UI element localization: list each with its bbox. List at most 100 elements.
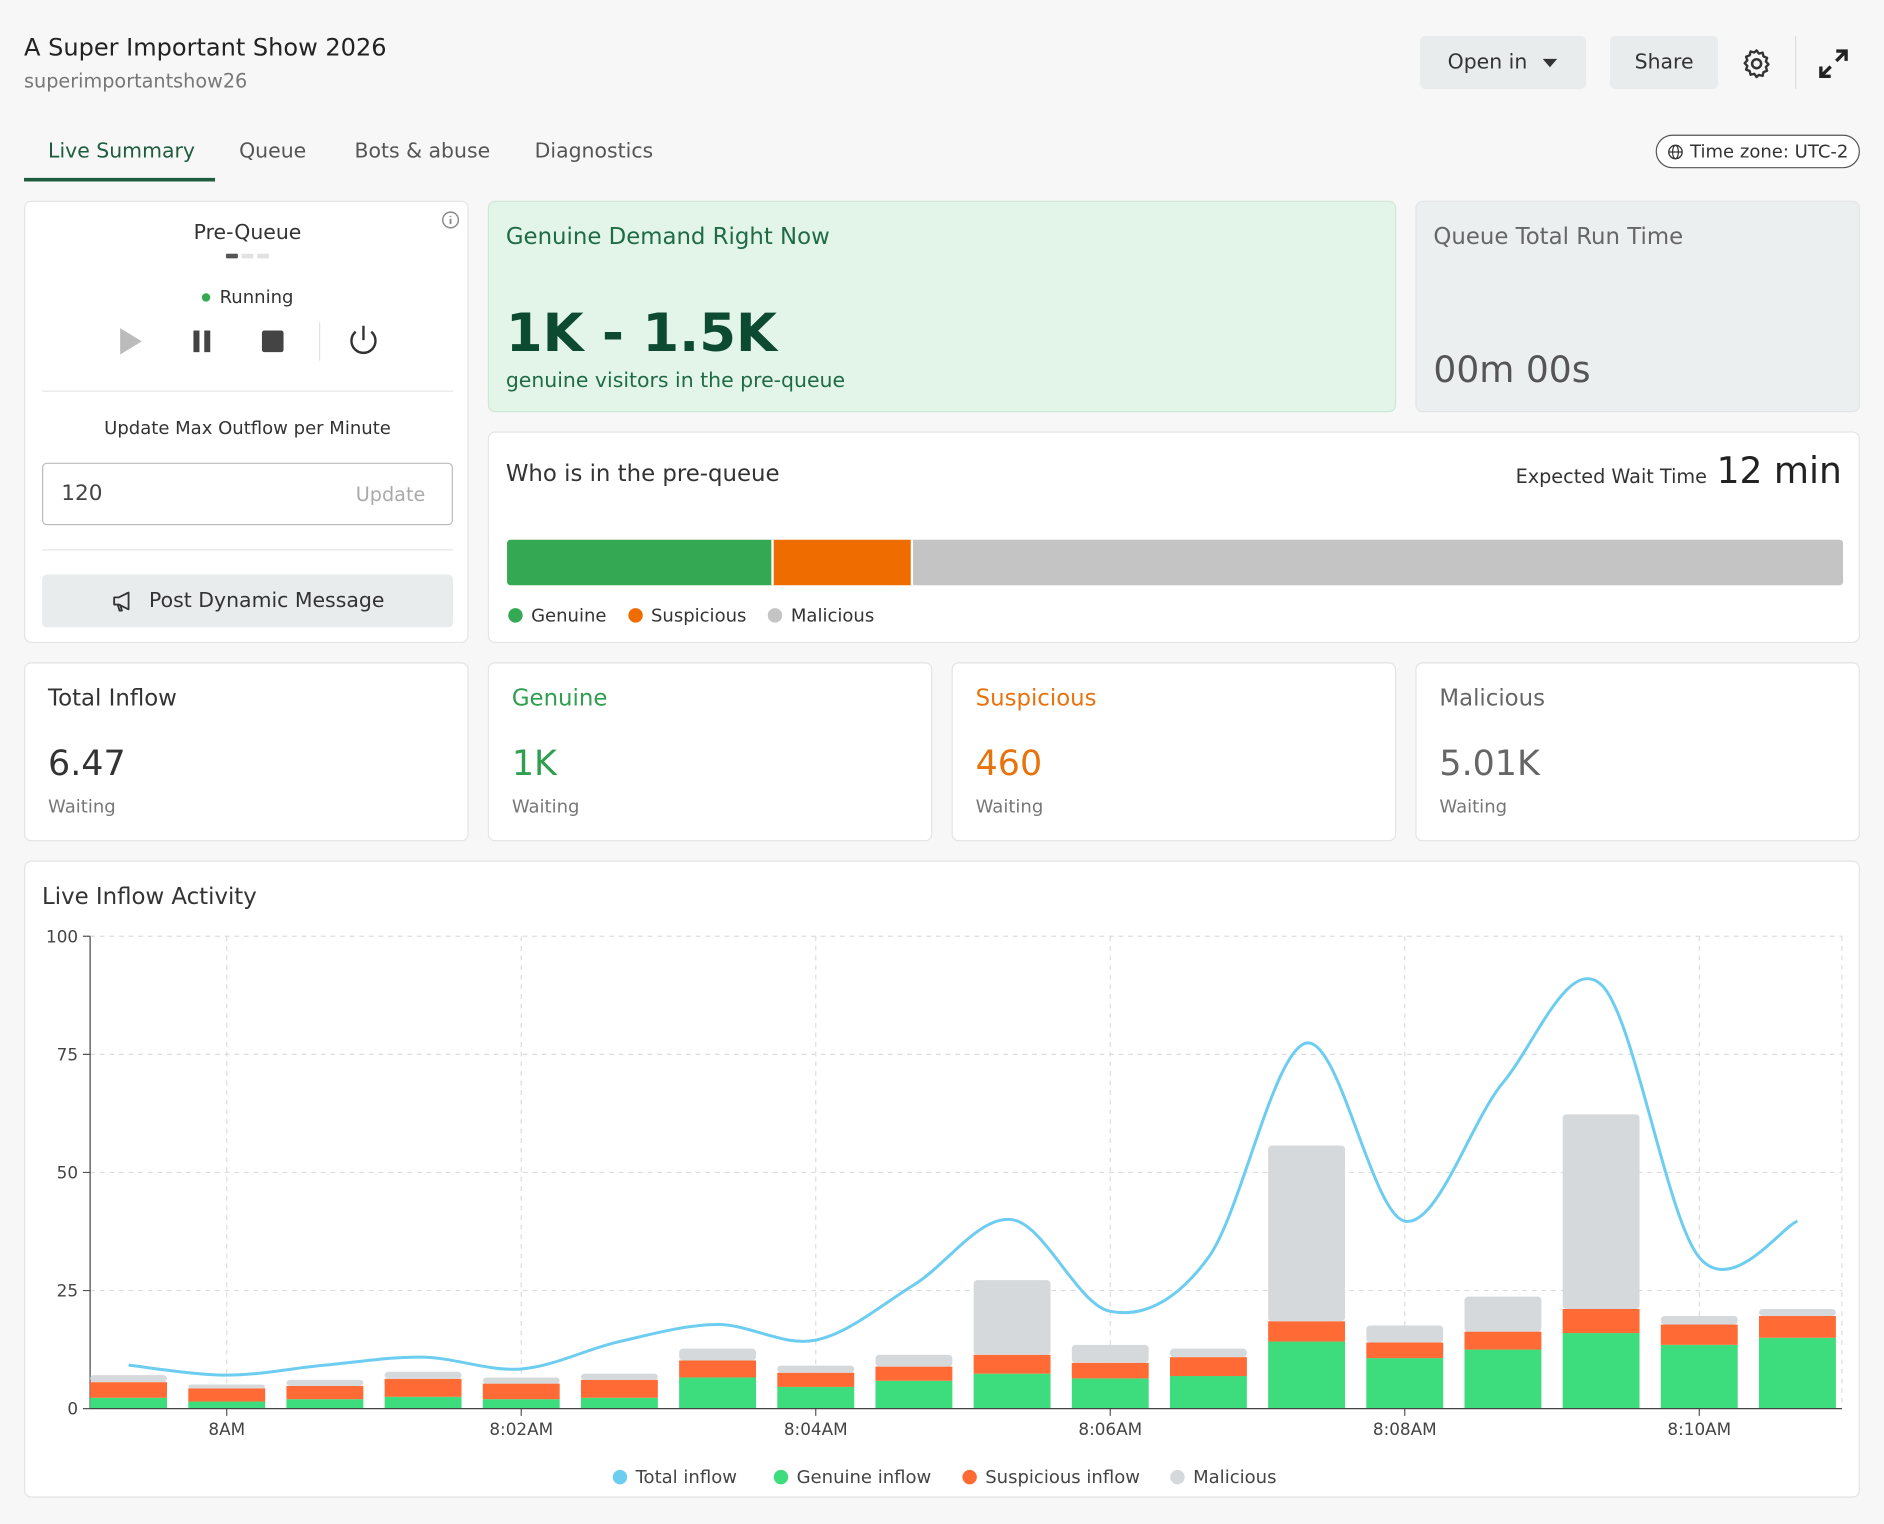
bar-segment bbox=[777, 1365, 855, 1373]
x-tick-label: 8AM bbox=[208, 1419, 245, 1439]
stat-value: 460 bbox=[975, 742, 1043, 784]
bar-segment bbox=[973, 1354, 1051, 1374]
stat-caption: Waiting bbox=[48, 795, 116, 818]
card-title: Genuine Demand Right Now bbox=[505, 223, 830, 250]
tab[interactable]: Diagnostics bbox=[534, 139, 654, 164]
update-button[interactable]: Update bbox=[355, 483, 426, 506]
show-slug: superimportantshow26 bbox=[24, 69, 248, 93]
power-button[interactable] bbox=[350, 325, 377, 354]
bar-segment bbox=[875, 1354, 953, 1367]
run-time-value: 00m 00s bbox=[1433, 349, 1591, 392]
expand-icon[interactable] bbox=[1817, 47, 1851, 81]
stat-card: Total Inflow 6.47 Waiting bbox=[24, 662, 469, 842]
tab[interactable]: Bots & abuse bbox=[354, 139, 491, 164]
pre-queue-card: Pre-Queue Running Update Max Outflow per… bbox=[24, 200, 469, 644]
bar-segment bbox=[1660, 1316, 1738, 1325]
bar-segment bbox=[1071, 1344, 1149, 1363]
bar-segment bbox=[973, 1280, 1051, 1355]
bar-segment bbox=[286, 1399, 364, 1409]
share-button[interactable]: Share bbox=[1610, 36, 1719, 89]
chart-title: Live Inflow Activity bbox=[42, 883, 257, 910]
stat-title: Genuine bbox=[511, 685, 608, 712]
chart-card: Live Inflow Activity 0 25 50 75 100 8AM 8:02AM… bbox=[24, 860, 1860, 1498]
y-tick-label: 50 bbox=[57, 1162, 78, 1182]
card-title: Who is in the pre-queue bbox=[505, 460, 780, 487]
settings-icon[interactable] bbox=[1740, 47, 1774, 81]
tab-active[interactable]: Live Summary bbox=[48, 139, 195, 164]
bar-segment bbox=[482, 1383, 560, 1400]
stop-button[interactable] bbox=[261, 330, 284, 353]
stat-card: Malicious 5.01K Waiting bbox=[1415, 662, 1860, 842]
bar-segment bbox=[384, 1378, 462, 1397]
bar-segment bbox=[1464, 1349, 1542, 1409]
y-tick-label: 75 bbox=[57, 1044, 78, 1064]
stat-value: 5.01K bbox=[1439, 742, 1540, 784]
stat-caption: Waiting bbox=[1439, 795, 1508, 818]
stat-title: Malicious bbox=[1439, 685, 1545, 712]
legend-dot bbox=[1170, 1469, 1185, 1485]
composition-bar bbox=[507, 539, 1844, 586]
legend-label: Malicious bbox=[790, 604, 875, 627]
bar-segment bbox=[777, 1372, 855, 1387]
status-dot bbox=[201, 292, 210, 302]
y-tick-label: 0 bbox=[67, 1399, 78, 1419]
pause-button[interactable] bbox=[193, 330, 211, 353]
legend-dot bbox=[508, 608, 523, 623]
bar-segment bbox=[90, 1397, 168, 1409]
bar-segment bbox=[188, 1388, 266, 1402]
bar-segment bbox=[482, 1399, 560, 1409]
bar-segment bbox=[384, 1396, 462, 1409]
bar-segment bbox=[777, 1386, 855, 1409]
input-value: 120 bbox=[61, 480, 103, 506]
divider bbox=[42, 390, 453, 392]
bar-segment bbox=[1758, 1308, 1836, 1317]
bar-segment bbox=[188, 1384, 266, 1389]
stat-caption: Waiting bbox=[511, 795, 580, 818]
divider bbox=[42, 549, 453, 551]
show-title: A Super Important Show 2026 bbox=[24, 32, 387, 62]
bar-segment bbox=[580, 1379, 658, 1398]
legend-item: Total inflow bbox=[612, 1466, 737, 1488]
legend-item: Malicious bbox=[768, 604, 875, 627]
bar-segment bbox=[1660, 1324, 1738, 1345]
legend-label: Malicious bbox=[1193, 1466, 1277, 1488]
stat-card: Suspicious 460 Waiting bbox=[951, 662, 1397, 842]
bar-segment bbox=[679, 1348, 757, 1361]
outflow-input[interactable]: 120 Update bbox=[42, 462, 453, 526]
info-icon[interactable] bbox=[441, 210, 460, 229]
demand-card: Genuine Demand Right Now 1K - 1.5K genui… bbox=[487, 200, 1397, 413]
stat-title: Suspicious bbox=[975, 685, 1097, 712]
wait-label: Expected Wait Time bbox=[1515, 465, 1707, 488]
bar-segment bbox=[679, 1360, 757, 1378]
bar-segment bbox=[1464, 1331, 1542, 1350]
bar-segment bbox=[875, 1366, 953, 1381]
demand-caption: genuine visitors in the pre-queue bbox=[505, 368, 846, 394]
composition-legend: Genuine Suspicious Malicious bbox=[508, 604, 875, 627]
bar-segment bbox=[875, 1380, 953, 1409]
card-title: Pre-Queue bbox=[193, 221, 302, 246]
open-in-button[interactable]: Open in bbox=[1420, 36, 1586, 89]
post-message-button[interactable]: Post Dynamic Message bbox=[42, 574, 453, 628]
caret-icon bbox=[1542, 58, 1558, 68]
bar-segment bbox=[1562, 1333, 1640, 1409]
chart: 0 25 50 75 100 8AM 8:02AM 8:04AM 8:06AM 8:08AM 8:1… bbox=[46, 926, 1843, 1439]
legend-label: Suspicious bbox=[650, 604, 747, 627]
legend-dot bbox=[612, 1469, 628, 1485]
timezone-pill[interactable]: Time zone: UTC-2 bbox=[1655, 134, 1860, 169]
play-button[interactable] bbox=[120, 328, 142, 355]
bar-segment bbox=[1366, 1325, 1444, 1343]
legend-item: Genuine inflow bbox=[773, 1466, 931, 1488]
bar-segment bbox=[973, 1373, 1051, 1409]
tab[interactable]: Queue bbox=[239, 139, 307, 164]
divider bbox=[1795, 36, 1797, 89]
bar-segment bbox=[1169, 1376, 1247, 1409]
bar-segment bbox=[1758, 1316, 1836, 1338]
wait-value: 12 min bbox=[1716, 450, 1842, 493]
bar-segment bbox=[1562, 1308, 1640, 1334]
bar-segment bbox=[384, 1371, 462, 1379]
x-tick-label: 8:06AM bbox=[1078, 1419, 1142, 1439]
bar-segment bbox=[1464, 1296, 1542, 1332]
bar-segment bbox=[1366, 1358, 1444, 1409]
